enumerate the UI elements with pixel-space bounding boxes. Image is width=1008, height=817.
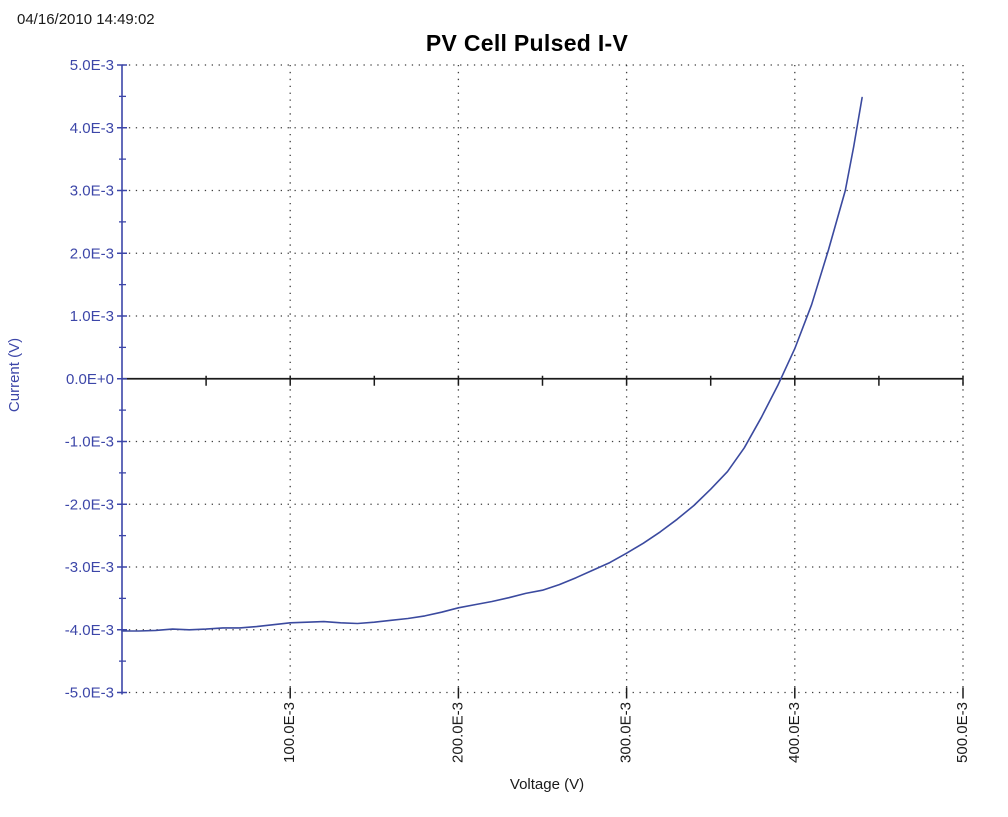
iv-curve [121, 96, 863, 632]
timestamp: 04/16/2010 14:49:02 [17, 11, 155, 28]
y-tick-label: -3.0E-3 [65, 559, 114, 576]
y-tick-label: 2.0E-3 [70, 245, 114, 262]
x-tick-label: 500.0E-3 [954, 702, 971, 763]
y-tick-label: 4.0E-3 [70, 120, 114, 137]
zero-axis-ticks [205, 375, 964, 386]
y-minor-ticks [119, 95, 126, 662]
chart-title: PV Cell Pulsed I-V [425, 30, 629, 56]
x-tick-label: 300.0E-3 [618, 702, 635, 763]
y-major-ticks [117, 64, 127, 694]
y-axis-title: Current (V) [6, 338, 23, 412]
x-tick-labels: 100.0E-3 200.0E-3 300.0E-3 400.0E-3 500.0E-3 [281, 702, 971, 763]
y-tick-labels: 5.0E-3 4.0E-3 3.0E-3 2.0E-3 1.0E-3 0.0E+0 -1.0… [65, 57, 114, 702]
y-tick-label: 3.0E-3 [70, 183, 114, 200]
y-tick-label: -4.0E-3 [65, 622, 114, 639]
gridlines [122, 64, 964, 694]
x-tick-label: 400.0E-3 [786, 702, 803, 763]
y-tick-label: 0.0E+0 [66, 371, 114, 388]
y-tick-label: -5.0E-3 [65, 685, 114, 702]
y-tick-label: 5.0E-3 [70, 57, 114, 74]
x-tick-label: 100.0E-3 [281, 702, 298, 763]
x-major-ticks [289, 687, 964, 699]
x-axis-title: Voltage (V) [510, 776, 584, 793]
y-tick-label: -1.0E-3 [65, 434, 114, 451]
y-tick-label: -2.0E-3 [65, 496, 114, 513]
x-tick-label: 200.0E-3 [449, 702, 466, 763]
y-tick-label: 1.0E-3 [70, 308, 114, 325]
